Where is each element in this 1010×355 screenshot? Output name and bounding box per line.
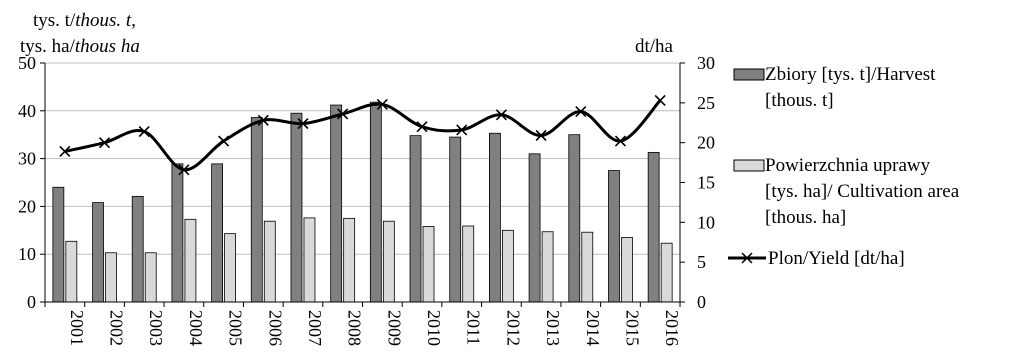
x-tick-label: 2008 bbox=[345, 310, 365, 346]
x-tick-label: 2009 bbox=[384, 310, 404, 346]
legend-label-area-2: [tys. ha]/ Cultivation area bbox=[765, 181, 960, 202]
bar-cultivation-area bbox=[581, 231, 594, 303]
bar-cultivation-area bbox=[343, 217, 356, 303]
x-tick-label: 2012 bbox=[503, 310, 523, 346]
x-tick-label: 2004 bbox=[186, 310, 206, 346]
bar-harvest bbox=[409, 135, 422, 303]
yield-point bbox=[575, 106, 587, 118]
x-tick-label: 2014 bbox=[583, 310, 603, 346]
bar-harvest bbox=[250, 117, 263, 303]
yield-point bbox=[495, 109, 507, 121]
bar-cultivation-area bbox=[502, 229, 514, 303]
bar-harvest bbox=[330, 104, 343, 303]
left-axis-title-line2: tys. ha/thous ha bbox=[20, 36, 140, 57]
x-tick-label: 2011 bbox=[464, 310, 484, 345]
left-tick-label: 20 bbox=[18, 196, 36, 216]
legend: Zbiory [tys. t]/Harvest [thous. t] Powie… bbox=[728, 64, 960, 269]
bar-cultivation-area bbox=[422, 226, 435, 303]
x-tick-label: 2002 bbox=[107, 310, 127, 346]
bar-cultivation-area bbox=[462, 225, 475, 303]
x-tick-label: 2003 bbox=[146, 310, 166, 346]
bar-cultivation-area bbox=[224, 233, 236, 303]
legend-label-area-3: [thous. ha] bbox=[765, 207, 846, 228]
legend-label-yield: Plon/Yield [dt/ha] bbox=[768, 248, 905, 269]
x-tick-label: 2016 bbox=[662, 310, 682, 346]
yield-series-line bbox=[64, 99, 662, 172]
right-tick-label: 20 bbox=[697, 133, 715, 153]
bar-cultivation-area bbox=[65, 240, 78, 303]
left-tick-label: 30 bbox=[18, 149, 36, 169]
bar-harvest bbox=[449, 136, 462, 303]
right-tick-label: 30 bbox=[697, 53, 715, 73]
bar-cultivation-area bbox=[105, 252, 117, 303]
yield-point bbox=[138, 125, 150, 138]
bar-harvest bbox=[528, 153, 541, 303]
bar-harvest bbox=[489, 132, 501, 303]
x-tick-label: 2013 bbox=[543, 310, 563, 346]
bar-cultivation-area bbox=[382, 220, 395, 303]
x-tick-label: 2005 bbox=[226, 310, 246, 346]
bar-harvest bbox=[92, 202, 104, 303]
bar-cultivation-area bbox=[303, 217, 316, 303]
yield-point bbox=[456, 124, 468, 136]
right-tick-label: 25 bbox=[697, 93, 715, 113]
legend-swatch-harvest bbox=[733, 68, 765, 81]
bar-cultivation-area bbox=[621, 237, 633, 303]
left-axis-title-line1: tys. t/thous. t, bbox=[33, 10, 136, 31]
right-axis-title: dt/ha bbox=[635, 36, 674, 57]
tick-labels: 0 10 20 30 40 50 0 5 10 15 20 25 30 2001 2002 2003 2004 2… bbox=[18, 53, 715, 346]
right-tick-label: 5 bbox=[697, 252, 706, 272]
bar-harvest bbox=[290, 112, 303, 303]
legend-label-harvest-1: Zbiory [tys. t]/Harvest bbox=[765, 64, 936, 85]
yield-point bbox=[297, 117, 309, 130]
bar-harvest bbox=[171, 163, 184, 303]
left-tick-label: 10 bbox=[18, 244, 36, 264]
yield-point bbox=[178, 164, 190, 176]
bar-harvest bbox=[608, 170, 620, 303]
right-tick-label: 15 bbox=[697, 173, 715, 193]
yield-point bbox=[218, 135, 230, 147]
yield-point bbox=[614, 135, 627, 147]
left-tick-label: 0 bbox=[27, 292, 36, 312]
bars bbox=[52, 101, 673, 303]
yield-point bbox=[376, 98, 388, 110]
yield-point bbox=[535, 129, 547, 142]
yield-point bbox=[416, 121, 428, 133]
x-tick-label: 2007 bbox=[305, 310, 325, 346]
legend-label-harvest-2: [thous. t] bbox=[765, 90, 834, 111]
yield-point bbox=[59, 145, 71, 157]
legend-swatch-area bbox=[733, 159, 765, 172]
bar-harvest bbox=[647, 151, 660, 303]
bar-cultivation-area bbox=[263, 220, 276, 303]
right-tick-label: 0 bbox=[697, 292, 706, 312]
x-tick-label: 2015 bbox=[622, 310, 642, 346]
bar-cultivation-area bbox=[660, 242, 673, 303]
left-tick-label: 50 bbox=[18, 53, 36, 73]
yield-point bbox=[98, 137, 111, 149]
bar-harvest bbox=[568, 134, 581, 303]
legend-marker-yield bbox=[741, 252, 753, 264]
yield-point bbox=[654, 94, 666, 107]
bar-cultivation-area bbox=[144, 252, 157, 303]
bar-harvest bbox=[369, 101, 382, 303]
bar-harvest bbox=[131, 195, 144, 303]
bar-cultivation-area bbox=[541, 231, 554, 303]
bar-harvest bbox=[52, 186, 65, 303]
right-tick-label: 10 bbox=[697, 212, 715, 232]
x-tick-label: 2006 bbox=[265, 310, 285, 346]
left-tick-label: 40 bbox=[18, 101, 36, 121]
bar-cultivation-area bbox=[184, 218, 197, 303]
x-tick-label: 2001 bbox=[67, 310, 87, 346]
yield-point bbox=[257, 114, 269, 126]
yield-line bbox=[59, 94, 666, 176]
x-tick-label: 2010 bbox=[424, 310, 444, 346]
bar-harvest bbox=[211, 163, 223, 303]
axes bbox=[40, 62, 685, 307]
legend-label-area-1: Powierzchnia uprawy bbox=[765, 155, 931, 176]
yield-point bbox=[337, 108, 349, 120]
